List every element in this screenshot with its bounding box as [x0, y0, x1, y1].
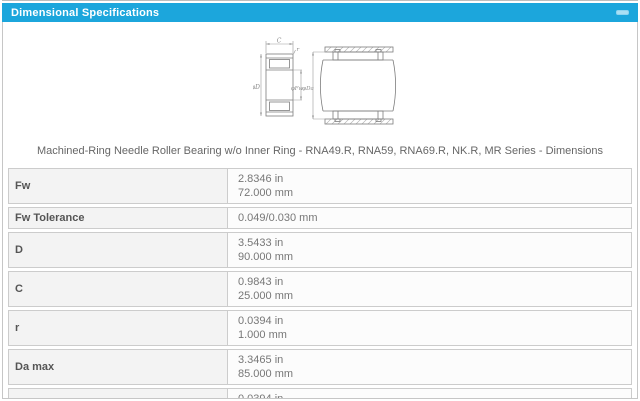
bearing-diagram: C r φD φFw φDa [253, 38, 397, 125]
diagram-caption: Machined-Ring Needle Roller Bearing w/o … [36, 145, 604, 157]
specifications-panel: C r φD φFw φDa Machined-Ring Needle Roll… [2, 22, 638, 399]
table-row: Da max 3.3465 in 85.000 mm [8, 349, 632, 385]
table-row: Fw 2.8346 in 72.000 mm [8, 168, 632, 204]
dimension-lines-left [260, 41, 302, 116]
spec-label: r [9, 311, 228, 345]
spec-table: Fw 2.8346 in 72.000 mm Fw Tolerance 0.04… [8, 168, 632, 399]
spec-label: Fw [9, 169, 228, 203]
spec-value: 0.0394 in 1.000 mm [228, 311, 631, 345]
spec-value: 0.9843 in 25.000 mm [228, 272, 631, 306]
spec-value: 2.8346 in 72.000 mm [228, 169, 631, 203]
dim-label-r: r [297, 47, 300, 53]
top-edge [2, 0, 638, 3]
spec-value: 0.0394 in 1.000 mm [228, 389, 631, 399]
spec-label: ras max [9, 389, 228, 398]
dim-label-fw: φFw [291, 86, 304, 92]
bearing-cross-section [265, 53, 294, 117]
spec-value-inches: 3.5433 in [238, 237, 284, 249]
table-row: Fw Tolerance 0.049/0.030 mm [8, 207, 632, 229]
spec-value-inches: 0.0394 in [238, 393, 284, 399]
diagram-area: C r φD φFw φDa [3, 34, 637, 142]
spec-value-mm: 1.000 mm [238, 329, 287, 341]
spec-label: C [9, 272, 228, 306]
spec-label: Da max [9, 350, 228, 384]
mounted-bearing [319, 46, 397, 125]
table-row: C 0.9843 in 25.000 mm [8, 271, 632, 307]
spec-value-inches: 3.3465 in [238, 354, 284, 366]
minus-icon[interactable] [616, 10, 629, 15]
arrowheads-right [312, 52, 314, 119]
spec-value-mm: 90.000 mm [238, 251, 294, 263]
spec-value-mm: 25.000 mm [238, 290, 294, 302]
spec-value-inches: 2.8346 in [238, 173, 284, 185]
arrowheads-left [260, 43, 302, 116]
spec-value: 3.3465 in 85.000 mm [228, 350, 631, 384]
spec-value-inches: 0.9843 in [238, 276, 284, 288]
housing-hatch [325, 46, 392, 125]
spec-value-mm: 0.049/0.030 mm [238, 212, 318, 224]
spec-value: 0.049/0.030 mm [228, 208, 631, 228]
spec-value: 3.5433 in 90.000 mm [228, 233, 631, 267]
section-title: Dimensional Specifications [11, 6, 160, 19]
section-header: Dimensional Specifications [2, 3, 638, 22]
table-row: ras max 0.0394 in 1.000 mm [8, 388, 632, 399]
dim-label-c: C [277, 38, 282, 45]
spec-label: Fw Tolerance [9, 208, 228, 228]
spec-value-inches: 0.0394 in [238, 315, 284, 327]
spec-label: D [9, 233, 228, 267]
dim-label-d: φD [253, 84, 260, 91]
table-row: r 0.0394 in 1.000 mm [8, 310, 632, 346]
dim-label-da: φDa [302, 86, 314, 92]
table-row: D 3.5433 in 90.000 mm [8, 232, 632, 268]
spec-value-mm: 85.000 mm [238, 368, 294, 380]
dimension-lines-right [312, 51, 333, 120]
spec-value-mm: 72.000 mm [238, 187, 294, 199]
